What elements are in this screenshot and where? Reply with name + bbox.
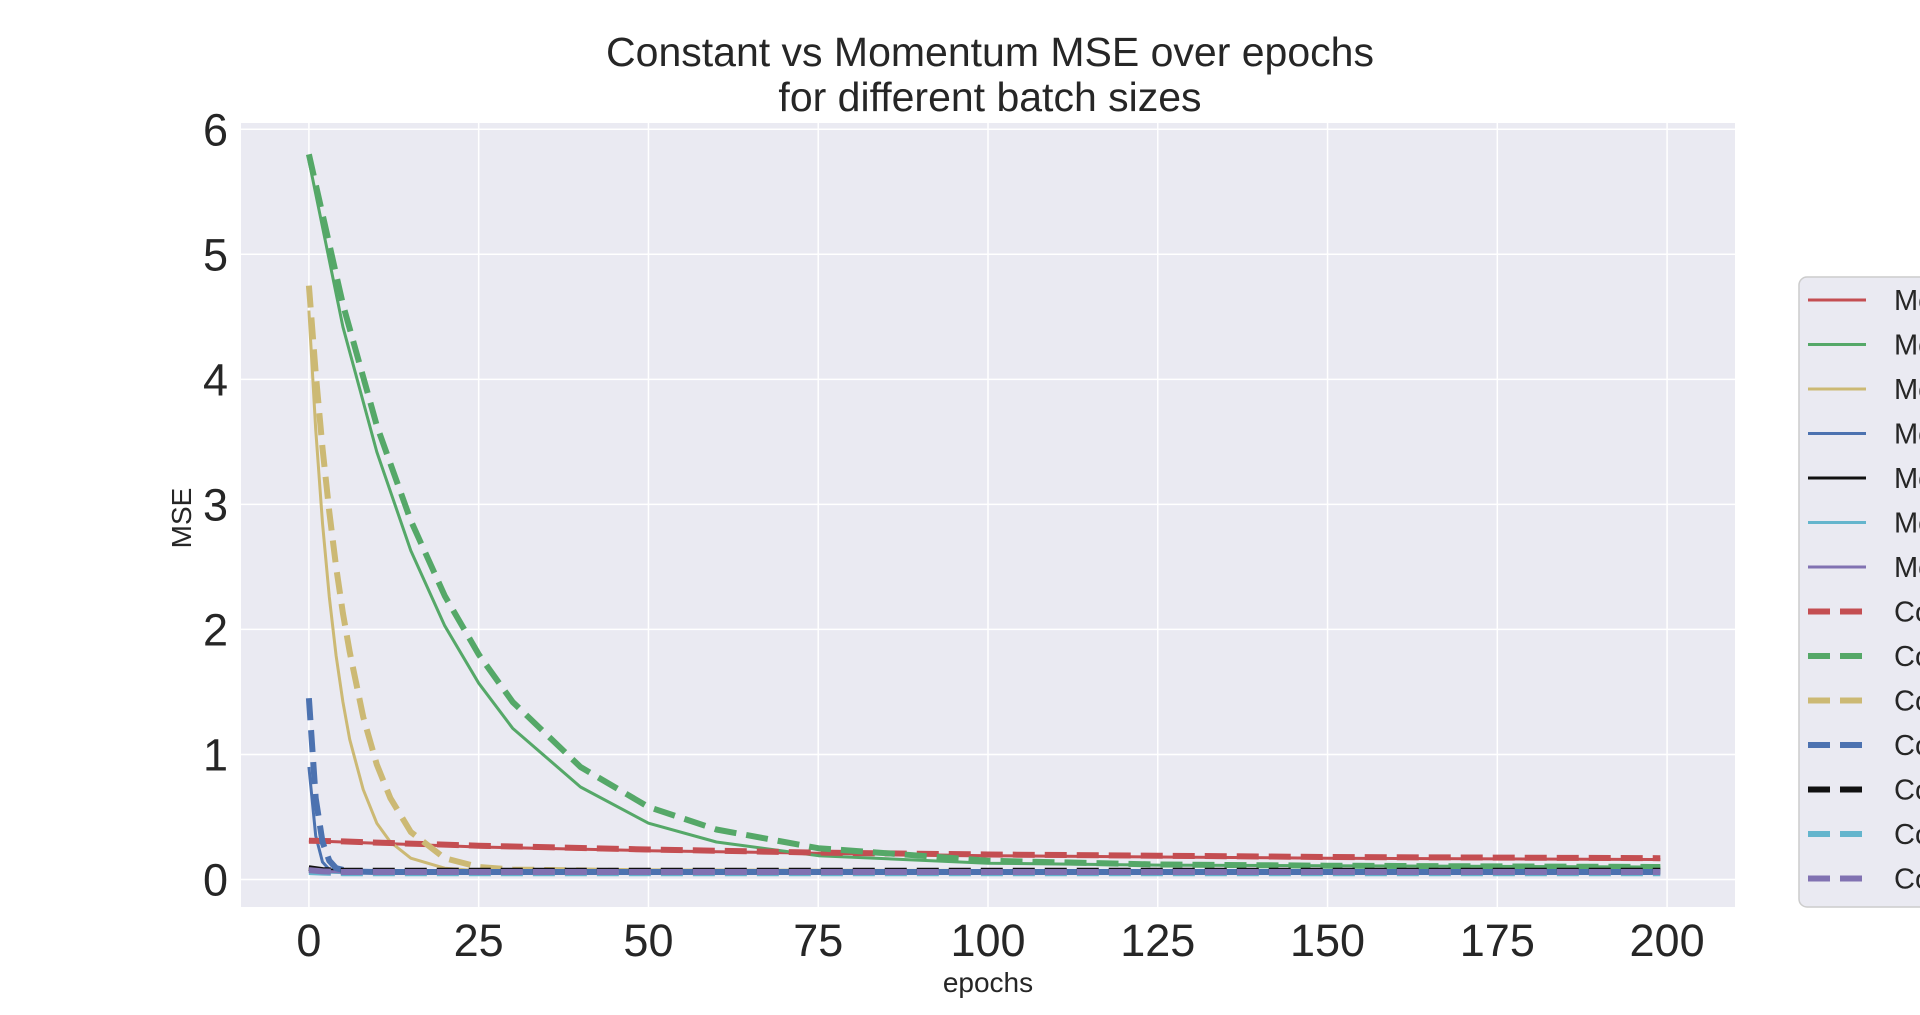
x-tick-label: 100	[950, 915, 1025, 966]
tick-labels: 0 25 50 75 100 125 150 175 200 0 1 2 3 4 5 6	[203, 104, 1705, 966]
legend-label-10: Co	[1894, 686, 1920, 718]
y-axis-label: MSE	[166, 488, 197, 549]
y-tick-label: 6	[203, 104, 228, 155]
y-tick-label: 0	[203, 854, 228, 905]
series-layer	[305, 153, 1661, 877]
y-tick-label: 1	[203, 729, 228, 780]
x-tick-label: 25	[454, 915, 504, 966]
legend-label-13: Co	[1894, 819, 1920, 851]
legend-label-8: Co	[1894, 597, 1920, 629]
legend-label-9: Co	[1894, 641, 1920, 673]
x-tick-label: 175	[1460, 915, 1535, 966]
x-axis-label: epochs	[943, 967, 1033, 998]
y-tick-label: 3	[203, 479, 228, 530]
series-line-14	[308, 867, 1661, 875]
x-tick-label: 75	[793, 915, 843, 966]
x-tick-label: 200	[1630, 915, 1705, 966]
legend-box	[1798, 276, 1920, 908]
x-tick-label: 125	[1120, 915, 1195, 966]
chart-title-line-1: Constant vs Momentum MSE over epochs	[606, 29, 1374, 75]
legend-label-4: Mo	[1894, 419, 1920, 451]
legend-label-7: Mo	[1894, 552, 1920, 584]
x-tick-label: 0	[296, 915, 321, 966]
legend-label-1: Mo	[1894, 285, 1920, 317]
legend-label-12: Co	[1894, 775, 1920, 807]
legend-label-14: Co	[1894, 864, 1920, 896]
y-tick-label: 2	[203, 604, 228, 655]
x-tick-label: 150	[1290, 915, 1365, 966]
legend-label-6: Mo	[1894, 508, 1920, 540]
y-tick-label: 4	[203, 354, 228, 405]
series-line-11	[305, 697, 1661, 875]
legend-label-3: Mo	[1894, 374, 1920, 406]
y-tick-label: 5	[203, 229, 228, 280]
chart-title-line-2: for different batch sizes	[778, 74, 1201, 120]
legend-label-5: Mo	[1894, 463, 1920, 495]
legend-label-11: Co	[1894, 730, 1920, 762]
x-tick-label: 50	[623, 915, 673, 966]
series-line-9	[305, 153, 1661, 870]
series-line-8	[308, 837, 1661, 862]
grid	[241, 123, 1735, 907]
legend: Mo Mo Mo Mo Mo Mo Mo Co Co Co Co Co Co Co	[1798, 276, 1920, 908]
legend-label-2: Mo	[1894, 330, 1920, 362]
